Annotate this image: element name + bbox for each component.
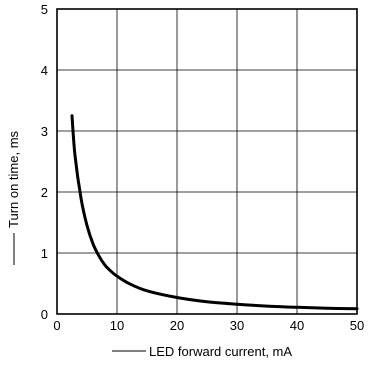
y-tick-label: 4 bbox=[41, 63, 48, 78]
x-axis-label: LED forward current, mA bbox=[149, 344, 292, 359]
y-tick-label: 0 bbox=[41, 307, 48, 322]
x-tick-label: 10 bbox=[110, 318, 124, 333]
y-tick-label: 1 bbox=[41, 246, 48, 261]
x-tick-label: 30 bbox=[230, 318, 244, 333]
y-tick-label: 3 bbox=[41, 124, 48, 139]
x-tick-label: 20 bbox=[170, 318, 184, 333]
x-tick-label: 40 bbox=[290, 318, 304, 333]
x-tick-label: 50 bbox=[350, 318, 364, 333]
data-line bbox=[70, 114, 359, 311]
x-tick-label: 0 bbox=[53, 318, 60, 333]
x-tick-labels: 0 10 20 30 40 50 bbox=[53, 318, 364, 333]
grid bbox=[57, 9, 357, 314]
y-tick-labels: 0 1 2 3 4 5 bbox=[41, 2, 48, 322]
y-tick-label: 2 bbox=[41, 185, 48, 200]
plot-frame bbox=[56, 8, 358, 315]
y-axis-label: Turn on time, ms bbox=[6, 130, 21, 228]
y-tick-label: 5 bbox=[41, 2, 48, 17]
